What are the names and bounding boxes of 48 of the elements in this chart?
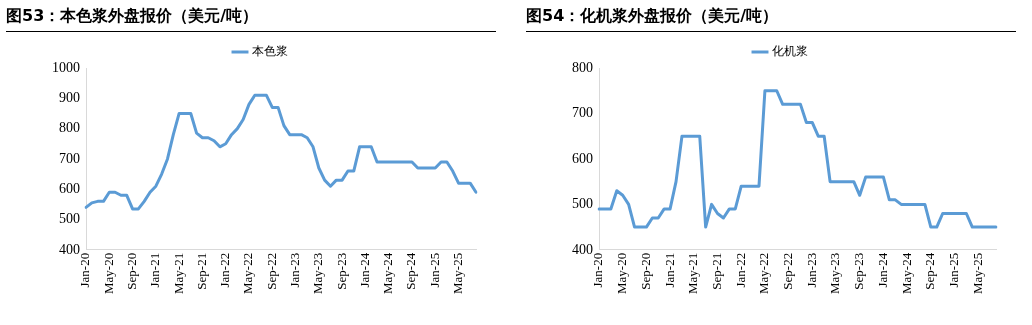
- y-tick-label: 500: [572, 196, 593, 212]
- x-tick-label: May-23: [827, 252, 843, 295]
- x-tick-label: Jan-22: [732, 252, 748, 288]
- x-tick-label: Jan-25: [426, 252, 442, 288]
- y-tick-label: 400: [572, 241, 593, 257]
- x-tick-label: Jan-21: [661, 252, 677, 288]
- x-tick-label: May-22: [240, 252, 256, 295]
- x-tick-label: May-23: [310, 252, 326, 295]
- x-tick-label: Sep-20: [123, 252, 139, 290]
- legend-label: 本色浆: [252, 44, 288, 59]
- y-tick-label: 800: [572, 59, 593, 75]
- x-tick-label: Jan-25: [945, 252, 961, 288]
- y-tick-label: 800: [59, 120, 80, 136]
- y-tick-label: 500: [59, 211, 80, 227]
- x-tick-label: May-25: [969, 252, 985, 295]
- y-tick-label: 400: [59, 241, 80, 257]
- x-tick-label: May-20: [100, 252, 116, 295]
- x-tick-label: Sep-20: [637, 252, 653, 290]
- y-tick-label: 600: [59, 180, 80, 196]
- x-tick-label: Jan-21: [147, 252, 163, 288]
- x-tick-label: Sep-24: [403, 252, 419, 290]
- x-tick-label: Sep-21: [193, 252, 209, 290]
- chart-title: 图54：化机浆外盘报价（美元/吨）: [526, 4, 1016, 32]
- y-tick-label: 700: [572, 105, 593, 121]
- x-tick-label: Sep-23: [851, 252, 867, 290]
- x-tick-label: May-25: [449, 252, 465, 295]
- x-tick-label: Jan-22: [217, 252, 233, 288]
- x-tick-label: Jan-24: [356, 252, 372, 288]
- y-tick-label: 600: [572, 150, 593, 166]
- x-tick-label: Jan-23: [803, 252, 819, 288]
- x-tick-label: Jan-24: [874, 252, 890, 288]
- x-tick-label: Sep-24: [922, 252, 938, 290]
- x-tick-label: May-21: [685, 252, 701, 295]
- x-tick-label: May-24: [898, 252, 914, 295]
- x-tick-label: Sep-23: [333, 252, 349, 290]
- x-tick-label: Jan-23: [286, 252, 302, 288]
- x-tick-label: Sep-21: [708, 252, 724, 290]
- y-tick-label: 900: [59, 89, 80, 105]
- x-tick-label: Sep-22: [263, 252, 279, 290]
- x-tick-label: May-21: [170, 252, 186, 295]
- x-tick-label: Sep-22: [780, 252, 796, 290]
- legend-label: 化机浆: [772, 44, 808, 59]
- x-tick-label: May-20: [614, 252, 630, 295]
- y-tick-label: 1000: [52, 59, 80, 75]
- chart-title: 图53：本色浆外盘报价（美元/吨）: [6, 4, 496, 32]
- y-tick-label: 700: [59, 150, 80, 166]
- x-tick-label: May-22: [756, 252, 772, 295]
- x-tick-label: May-24: [380, 252, 396, 295]
